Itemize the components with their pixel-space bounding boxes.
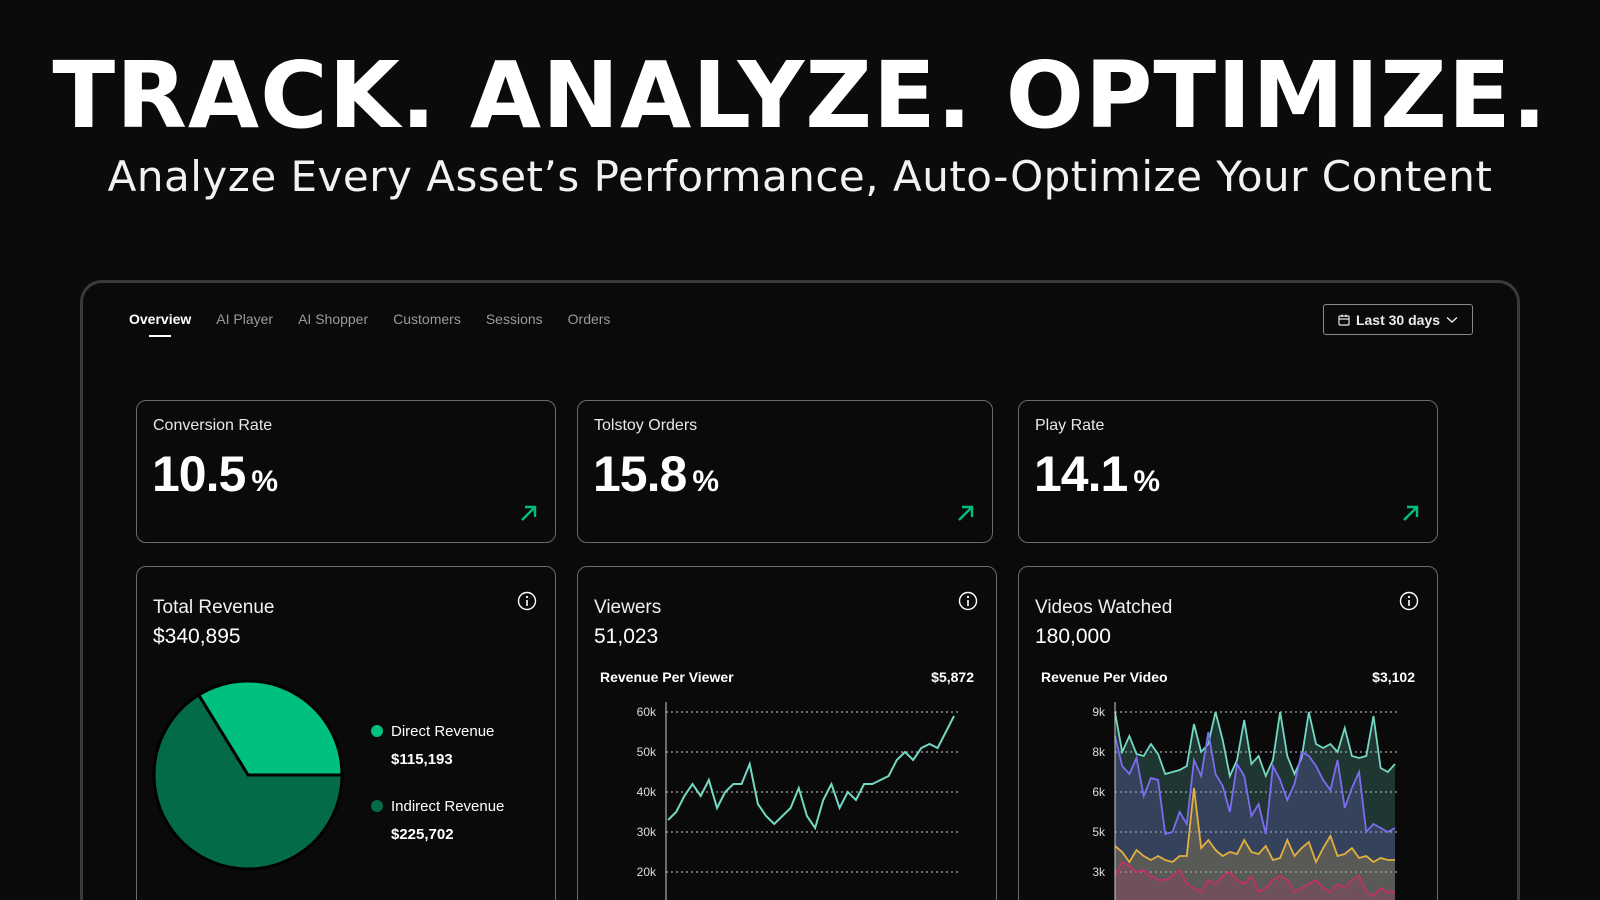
- kpi-card-conversion-rate: Conversion Rate 10.5%: [136, 400, 556, 543]
- info-icon[interactable]: [1399, 591, 1419, 616]
- y-tick-label: 20k: [637, 865, 657, 879]
- videos-area-chart: 9k 8k 6k 5k 3k: [1092, 702, 1399, 900]
- calendar-icon: [1338, 314, 1350, 326]
- sub-label: Revenue Per Video: [1041, 669, 1168, 685]
- tab-sessions[interactable]: Sessions: [485, 311, 543, 327]
- chevron-down-icon: [1446, 316, 1458, 324]
- y-tick-label: 60k: [637, 705, 657, 719]
- y-tick-label: 8k: [1092, 745, 1106, 759]
- viewers-card: Viewers 51,023 Revenue Per Viewer $5,872…: [577, 566, 997, 900]
- date-range-dropdown[interactable]: Last 30 days: [1323, 304, 1473, 335]
- tab-overview[interactable]: Overview: [129, 311, 191, 337]
- y-tick-label: 40k: [637, 785, 657, 799]
- legend-dot: [371, 800, 383, 812]
- viewers-series-line: [667, 715, 955, 831]
- y-tick-label: 9k: [1092, 705, 1106, 719]
- revenue-per-viewer-row: Revenue Per Viewer $5,872: [600, 669, 974, 685]
- tab-orders[interactable]: Orders: [567, 311, 611, 327]
- info-icon[interactable]: [958, 591, 978, 616]
- date-range-label: Last 30 days: [1355, 311, 1441, 328]
- kpi-value: 14.1%: [1034, 446, 1161, 502]
- kpi-value: 15.8%: [593, 446, 720, 502]
- kpi-value: 10.5%: [152, 446, 279, 502]
- hero-subtitle: Analyze Every Asset’s Performance, Auto-…: [107, 152, 1493, 201]
- revenue-per-video-row: Revenue Per Video $3,102: [1041, 669, 1415, 685]
- card-value: 51,023: [594, 625, 659, 648]
- pie-slice-indirect: [152, 692, 344, 871]
- area-fill-series-0: [1115, 712, 1395, 900]
- area-line-series-1: [1114, 731, 1396, 836]
- kpi-card-tolstoy-orders: Tolstoy Orders 15.8%: [577, 400, 993, 543]
- revenue-pie-chart: [152, 679, 344, 871]
- trend-up-icon: [1401, 503, 1421, 528]
- total-revenue-card: Total Revenue $340,895 Direct Revenue $1…: [136, 566, 556, 900]
- tab-ai-shopper[interactable]: AI Shopper: [298, 311, 369, 327]
- kpi-label: Play Rate: [1035, 417, 1105, 434]
- y-tick-label: 50k: [637, 745, 657, 759]
- legend-indirect-revenue: Indirect Revenue $225,702: [371, 798, 504, 843]
- tab-ai-player[interactable]: AI Player: [216, 311, 274, 327]
- legend-dot: [371, 725, 383, 737]
- y-tick-label: 5k: [1092, 825, 1106, 839]
- hero-title: TRACK. ANALYZE. OPTIMIZE.: [52, 42, 1548, 149]
- area-line-series-3: [1114, 860, 1395, 898]
- dashboard-frame: Overview AI Player AI Shopper Customers …: [80, 280, 1520, 900]
- tab-customers[interactable]: Customers: [393, 311, 461, 327]
- y-tick-label: 3k: [1092, 865, 1106, 879]
- area-fill-series-3: [1115, 862, 1395, 900]
- area-line-series-0: [1114, 711, 1396, 779]
- tab-bar: Overview AI Player AI Shopper Customers …: [129, 311, 610, 337]
- card-title: Total Revenue: [153, 597, 275, 618]
- kpi-label: Tolstoy Orders: [594, 417, 698, 434]
- card-title: Viewers: [594, 597, 662, 618]
- videos-watched-card: Videos Watched 180,000 Revenue Per Video…: [1018, 566, 1438, 900]
- viewers-line-chart: 60k 50k 40k 30k 20k: [637, 702, 958, 900]
- kpi-card-play-rate: Play Rate 14.1%: [1018, 400, 1438, 543]
- info-icon[interactable]: [517, 591, 537, 616]
- y-tick-label: 30k: [637, 825, 657, 839]
- sub-value: $3,102: [1372, 669, 1415, 685]
- sub-value: $5,872: [931, 669, 974, 685]
- kpi-label: Conversion Rate: [153, 417, 273, 434]
- area-fill-series-1: [1115, 732, 1395, 900]
- legend-direct-revenue: Direct Revenue $115,193: [371, 723, 494, 768]
- area-fill-series-2: [1115, 788, 1395, 900]
- trend-up-icon: [956, 503, 976, 528]
- legend-value: $115,193: [391, 751, 453, 768]
- legend-value: $225,702: [391, 826, 454, 843]
- card-title: Videos Watched: [1035, 597, 1173, 618]
- trend-up-icon: [519, 503, 539, 528]
- card-value: $340,895: [153, 625, 241, 648]
- card-value: 180,000: [1035, 625, 1111, 648]
- area-line-series-2: [1114, 787, 1395, 865]
- sub-label: Revenue Per Viewer: [600, 669, 734, 685]
- y-tick-label: 6k: [1092, 785, 1106, 799]
